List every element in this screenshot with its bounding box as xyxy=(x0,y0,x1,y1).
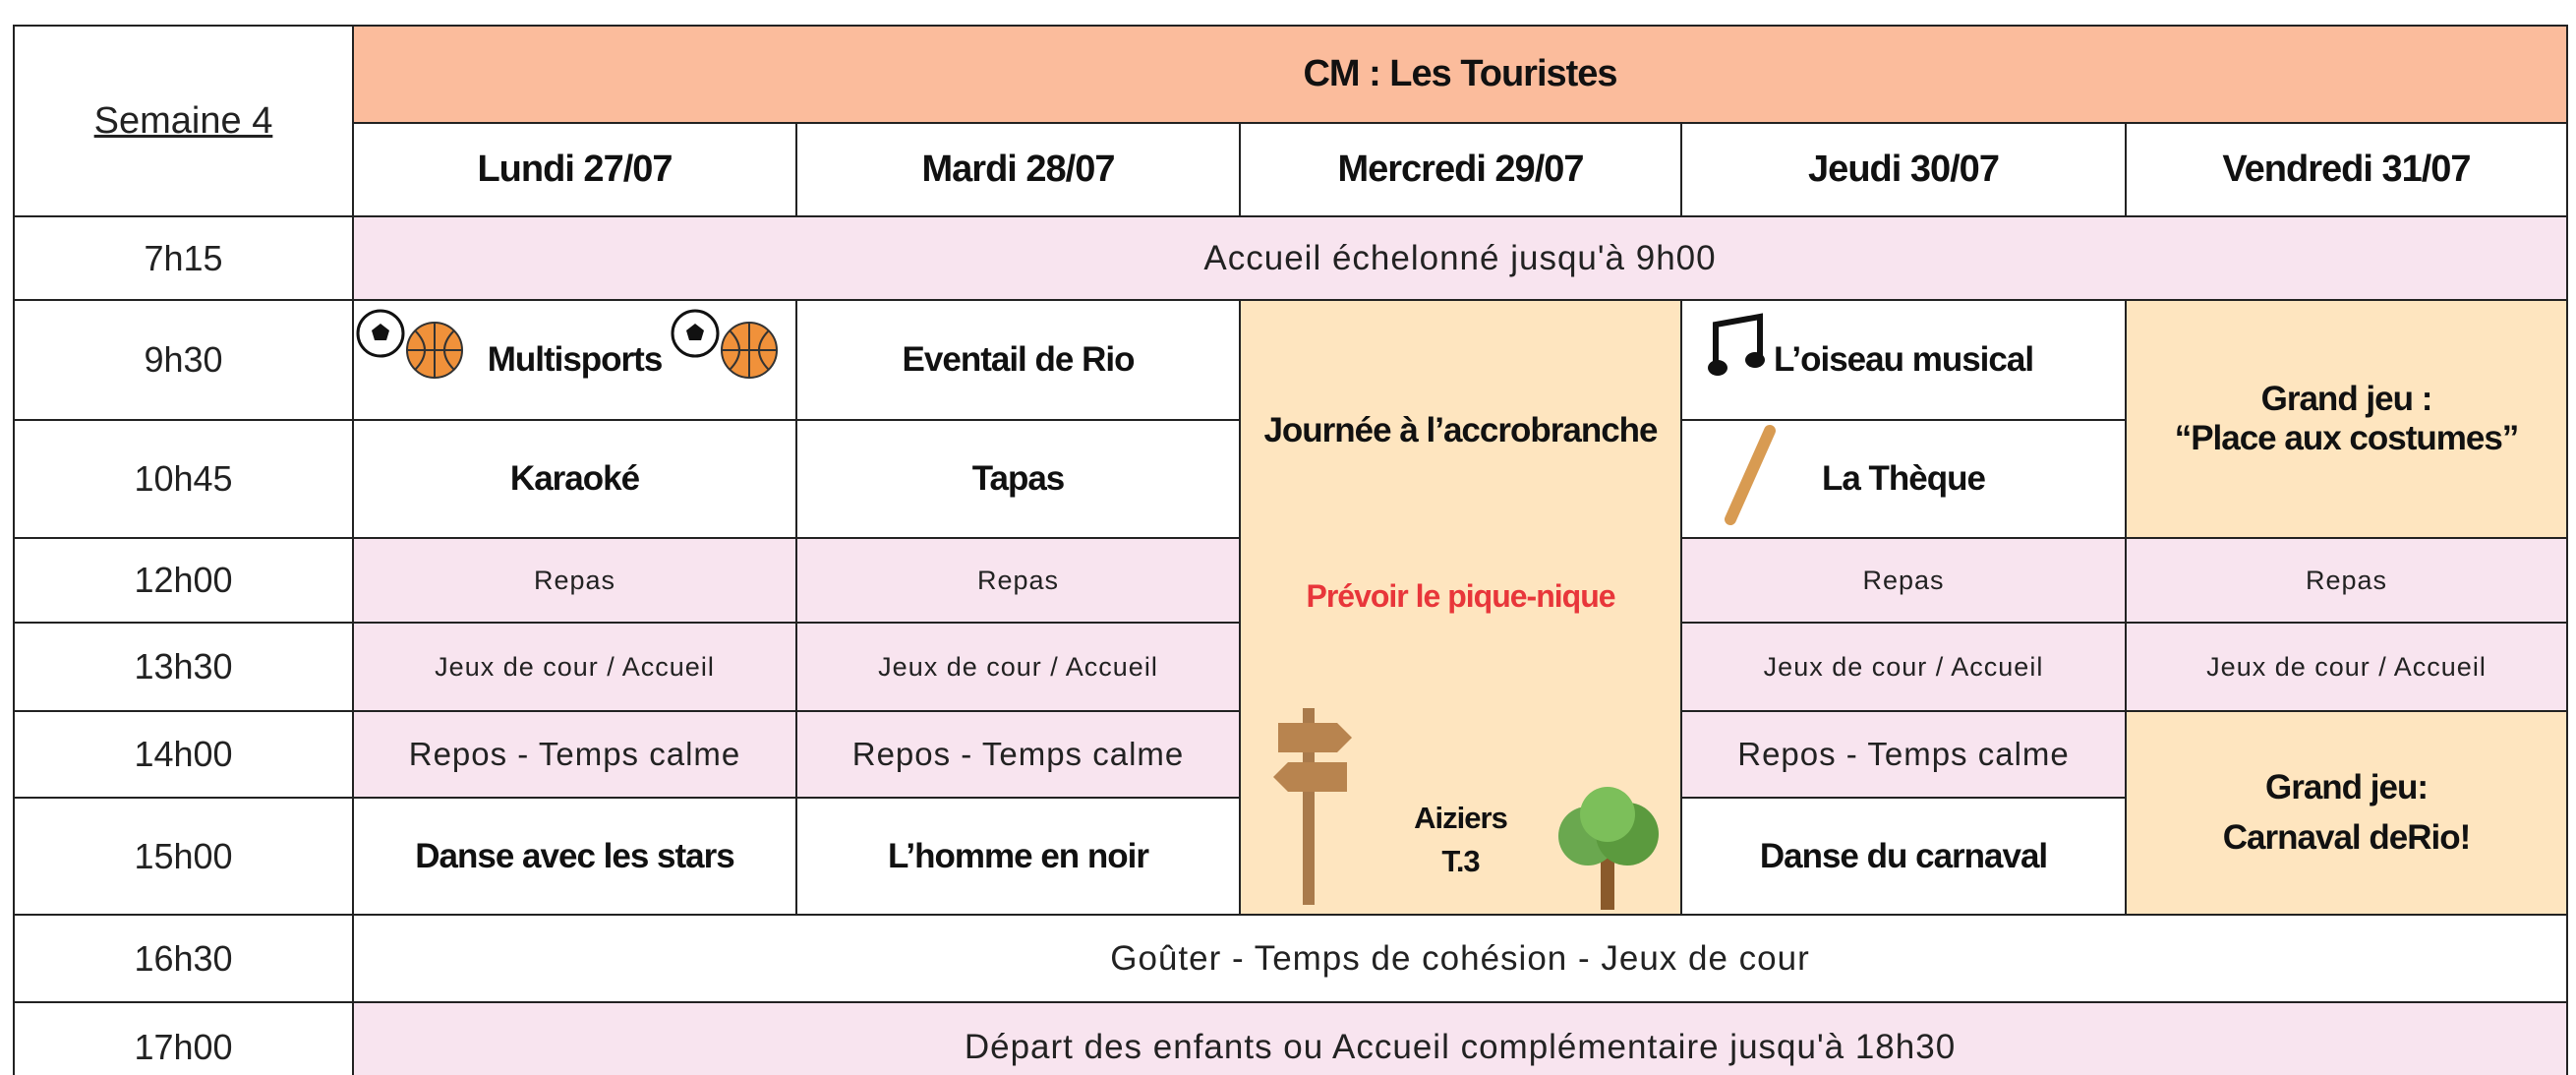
cell-text: 17h00 xyxy=(134,1027,233,1067)
cell-text: L’homme en noir xyxy=(887,836,1149,875)
cell-text: T.3 xyxy=(1441,844,1480,878)
activity-cell: Jeux de cour / Accueil xyxy=(795,622,1241,712)
decoration xyxy=(721,322,778,379)
cell-text: Repas xyxy=(533,565,616,595)
cell-text: Multisports xyxy=(487,340,664,379)
cell-text: Grand jeu : xyxy=(2260,380,2433,418)
cell-text: Départ des enfants ou Accueil complément… xyxy=(964,1028,1957,1066)
time-label: 7h15 xyxy=(13,215,354,301)
activity-cell: Danse du carnaval xyxy=(1680,797,2127,916)
week-label: Semaine 4 xyxy=(13,25,354,217)
time-label: 17h00 xyxy=(13,1001,354,1075)
activity-cell: Tapas xyxy=(795,419,1241,539)
activity-cell: L’homme en noir xyxy=(795,797,1241,916)
day-header: Jeudi 30/07 xyxy=(1680,122,2127,217)
cell-text: 13h30 xyxy=(134,646,233,687)
decoration xyxy=(406,322,463,379)
cell-text: Repas xyxy=(1862,565,1945,595)
cell-text: Jeux de cour / Accueil xyxy=(1763,651,2044,682)
cell-text: Repos - Temps calme xyxy=(1737,736,2070,772)
decoration xyxy=(1273,708,1352,905)
day-header: Mercredi 29/07 xyxy=(1239,122,1682,217)
cell-text: Prévoir le pique-nique xyxy=(1306,578,1615,614)
decoration xyxy=(356,309,405,358)
cell-text: Tapas xyxy=(971,459,1066,498)
day-header: Mardi 28/07 xyxy=(795,122,1241,217)
cell-text: CM : Les Touristes xyxy=(1303,53,1617,94)
cell-text: La Thèque xyxy=(1821,459,1986,498)
common-row: Départ des enfants ou Accueil complément… xyxy=(352,1001,2568,1075)
cell-text: 7h15 xyxy=(144,237,223,278)
activity-cell: Repas xyxy=(352,537,797,624)
cell-text: Jeudi 30/07 xyxy=(1808,149,2000,190)
cell-text: 14h00 xyxy=(134,734,233,774)
day-header: Lundi 27/07 xyxy=(352,122,797,217)
cell-text: “Place aux costumes” xyxy=(2174,419,2520,457)
cell-text: Jeux de cour / Accueil xyxy=(435,651,715,682)
cell-text: Danse avec les stars xyxy=(415,836,734,875)
time-label: 9h30 xyxy=(13,299,354,421)
cell-text: Repos - Temps calme xyxy=(851,736,1185,772)
cell-text: 15h00 xyxy=(134,835,233,876)
activity-cell: Grand jeu: Carnaval deRio! xyxy=(2125,710,2568,916)
activity-cell: Repas xyxy=(1680,537,2127,624)
decoration xyxy=(671,309,720,358)
cell-text: Goûter - Temps de cohésion - Jeux de cou… xyxy=(1110,938,1810,978)
activity-cell: Repos - Temps calme xyxy=(352,710,797,799)
cell-text: Semaine 4 xyxy=(93,99,273,142)
cell-text: 9h30 xyxy=(144,339,223,380)
cell-text: Mercredi 29/07 xyxy=(1337,149,1584,190)
cell-text: Vendredi 31/07 xyxy=(2222,149,2471,190)
activity-cell: Karaoké xyxy=(352,419,797,539)
cell-text: Repas xyxy=(2305,565,2388,595)
cell-text: 10h45 xyxy=(134,458,233,499)
activity-cell: Repos - Temps calme xyxy=(1680,710,2127,799)
activity-cell: Repas xyxy=(2125,537,2568,624)
cell-text: Jeux de cour / Accueil xyxy=(878,651,1158,682)
activity-cell: Repos - Temps calme xyxy=(795,710,1241,799)
cell-text: Journée à l’accrobranche xyxy=(1263,411,1658,449)
common-row: Goûter - Temps de cohésion - Jeux de cou… xyxy=(352,914,2568,1003)
cell-text: 12h00 xyxy=(134,560,233,600)
decoration xyxy=(1725,425,1776,525)
cell-text: Aiziers xyxy=(1414,801,1508,835)
cell-text: Grand jeu: xyxy=(2264,767,2429,806)
time-label: 10h45 xyxy=(13,419,354,539)
day-header: Vendredi 31/07 xyxy=(2125,122,2568,217)
cell-text: Jeux de cour / Accueil xyxy=(2206,651,2487,682)
cell-text: Karaoké xyxy=(509,459,640,498)
time-label: 14h00 xyxy=(13,710,354,799)
activity-cell: Eventail de Rio xyxy=(795,299,1241,421)
activity-cell: La Thèque xyxy=(1680,419,2127,539)
title: CM : Les Touristes xyxy=(352,25,2568,124)
decoration xyxy=(1708,313,1765,376)
common-row: Accueil échelonné jusqu'à 9h00 xyxy=(352,215,2568,301)
decoration xyxy=(1558,787,1659,910)
activity-cell: Repas xyxy=(795,537,1241,624)
activity-cell: Jeux de cour / Accueil xyxy=(352,622,797,712)
activity-cell: Grand jeu : “Place aux costumes” xyxy=(2125,299,2568,539)
cell-text: Mardi 28/07 xyxy=(921,149,1116,190)
time-label: 12h00 xyxy=(13,537,354,624)
cell-text: L’oiseau musical xyxy=(1773,340,2034,379)
cell-text: Repas xyxy=(976,565,1060,595)
time-label: 16h30 xyxy=(13,914,354,1003)
cell-text: 16h30 xyxy=(134,937,233,979)
cell-text: Eventail de Rio xyxy=(902,340,1136,379)
activity-cell: Danse avec les stars xyxy=(352,797,797,916)
cell-text: Lundi 27/07 xyxy=(477,149,673,190)
cell-text: Repos - Temps calme xyxy=(408,736,741,772)
cell-text: Carnaval deRio! xyxy=(2222,817,2471,857)
time-label: 15h00 xyxy=(13,797,354,916)
activity-cell: Jeux de cour / Accueil xyxy=(1680,622,2127,712)
activity-cell: Jeux de cour / Accueil xyxy=(2125,622,2568,712)
cell-text: Accueil échelonné jusqu'à 9h00 xyxy=(1203,238,1717,277)
cell-text: Danse du carnaval xyxy=(1759,836,2048,875)
time-label: 13h30 xyxy=(13,622,354,712)
